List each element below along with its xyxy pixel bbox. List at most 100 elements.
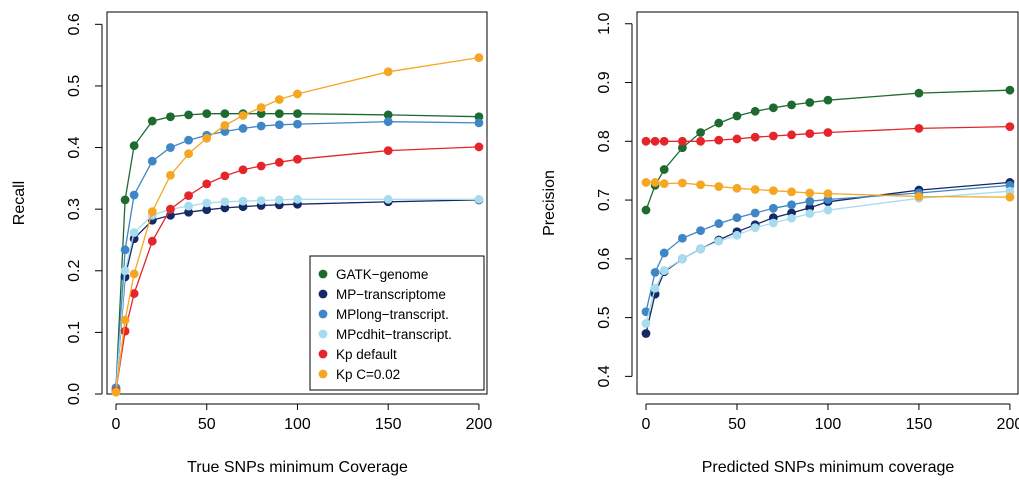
legend: GATK−genome MP−transcriptome MPlong−transc… bbox=[309, 255, 485, 391]
y-tick-label: 0.0 bbox=[66, 383, 83, 405]
legend-marker bbox=[318, 289, 328, 299]
data-point bbox=[120, 315, 130, 325]
data-point bbox=[184, 201, 193, 211]
data-point bbox=[166, 143, 175, 152]
data-point bbox=[474, 53, 484, 62]
data-point bbox=[293, 194, 302, 204]
data-point bbox=[256, 196, 266, 205]
data-point bbox=[805, 209, 815, 218]
data-point bbox=[714, 182, 724, 191]
data-point bbox=[383, 110, 393, 120]
legend-marker bbox=[318, 309, 328, 319]
y-tick-label: 0.6 bbox=[66, 13, 83, 35]
data-point bbox=[474, 194, 484, 204]
y-tick-label: 0.8 bbox=[596, 130, 613, 152]
data-point bbox=[768, 218, 778, 228]
data-point bbox=[147, 236, 157, 246]
data-point bbox=[750, 185, 760, 194]
data-point bbox=[659, 179, 669, 189]
data-point bbox=[184, 149, 193, 159]
data-point bbox=[238, 196, 248, 206]
x-tick-label: 50 bbox=[728, 416, 746, 433]
series-3 bbox=[641, 186, 1015, 328]
x-tick-label: 200 bbox=[466, 416, 493, 433]
data-point bbox=[641, 136, 651, 146]
y-tick-label: 0.3 bbox=[66, 198, 83, 220]
series-2 bbox=[111, 117, 484, 393]
data-point bbox=[256, 109, 266, 119]
y-tick-label: 0.1 bbox=[66, 321, 83, 343]
x-axis-title: True SNPs minimum Coverage bbox=[187, 459, 408, 476]
data-point bbox=[474, 118, 484, 128]
data-point bbox=[129, 289, 139, 298]
data-point bbox=[823, 95, 833, 105]
x-axis: 0 50 100 150 200 bbox=[642, 403, 1019, 433]
data-point bbox=[677, 143, 687, 153]
data-point bbox=[823, 205, 833, 215]
legend-entry: GATK−genome bbox=[336, 267, 428, 282]
data-point bbox=[293, 89, 302, 99]
data-point bbox=[220, 109, 230, 119]
data-point bbox=[383, 146, 393, 156]
data-point bbox=[659, 136, 669, 146]
data-point bbox=[641, 329, 651, 338]
data-point bbox=[750, 106, 760, 116]
data-point bbox=[714, 236, 724, 246]
y-tick-label: 0.4 bbox=[596, 365, 613, 387]
data-point bbox=[750, 132, 760, 142]
data-point bbox=[732, 230, 742, 240]
recall-chart: 0 50 100 150 200 0.0 0.1 0.2 0.3 0.4 0.5 0.6 True SN… bbox=[11, 11, 493, 476]
y-tick-label: 0.4 bbox=[66, 136, 83, 158]
x-tick-label: 100 bbox=[815, 416, 842, 433]
data-point bbox=[650, 283, 660, 293]
data-point bbox=[768, 203, 778, 213]
data-point bbox=[677, 136, 687, 146]
legend-entry: Kp default bbox=[336, 347, 397, 362]
data-point bbox=[1005, 85, 1015, 95]
data-point bbox=[1005, 122, 1015, 131]
data-point bbox=[202, 198, 212, 208]
data-point bbox=[383, 117, 393, 127]
data-point bbox=[256, 161, 266, 171]
data-point bbox=[274, 157, 284, 167]
data-point bbox=[805, 98, 815, 107]
data-point bbox=[120, 195, 130, 205]
data-point bbox=[805, 129, 815, 139]
data-point bbox=[641, 205, 651, 215]
y-tick-label: 0.5 bbox=[66, 75, 83, 97]
data-point bbox=[641, 178, 651, 187]
data-point bbox=[805, 196, 815, 206]
data-point bbox=[220, 197, 230, 207]
data-point bbox=[714, 219, 724, 228]
y-tick-label: 0.9 bbox=[596, 71, 613, 93]
data-point bbox=[474, 112, 484, 122]
plot-frame bbox=[636, 11, 1019, 395]
legend-marker bbox=[318, 269, 328, 279]
x-axis-title: Predicted SNPs minimum coverage bbox=[702, 459, 955, 476]
data-point bbox=[202, 179, 212, 189]
y-tick-label: 0.6 bbox=[596, 248, 613, 270]
data-point bbox=[474, 142, 484, 152]
y-tick-label: 0.2 bbox=[66, 260, 83, 282]
data-point bbox=[659, 266, 669, 275]
legend-entry: MPcdhit−transcript. bbox=[336, 327, 452, 342]
y-tick-label: 0.5 bbox=[596, 306, 613, 328]
data-point bbox=[274, 195, 284, 205]
x-tick-label: 50 bbox=[198, 416, 216, 433]
data-point bbox=[274, 109, 284, 119]
data-point bbox=[383, 194, 393, 204]
data-point bbox=[256, 103, 266, 112]
series-5 bbox=[641, 178, 1015, 202]
series-5 bbox=[111, 53, 484, 397]
data-point bbox=[166, 170, 175, 180]
plot-frame bbox=[106, 11, 488, 395]
x-axis: 0 50 100 150 200 bbox=[112, 403, 493, 433]
data-point bbox=[787, 213, 796, 223]
data-point bbox=[184, 207, 193, 217]
series-0 bbox=[641, 85, 1015, 215]
data-point bbox=[914, 88, 924, 98]
y-tick-label: 1.0 bbox=[596, 13, 613, 35]
data-point bbox=[129, 269, 139, 279]
data-point bbox=[202, 205, 212, 215]
